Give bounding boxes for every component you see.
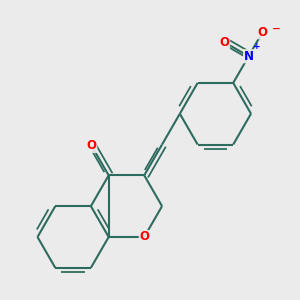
Text: N: N [244,50,254,63]
Text: O: O [87,140,97,152]
Text: −: − [272,24,280,34]
Text: O: O [257,26,268,39]
Text: O: O [220,36,230,49]
Text: +: + [254,43,261,52]
Text: O: O [139,230,149,244]
